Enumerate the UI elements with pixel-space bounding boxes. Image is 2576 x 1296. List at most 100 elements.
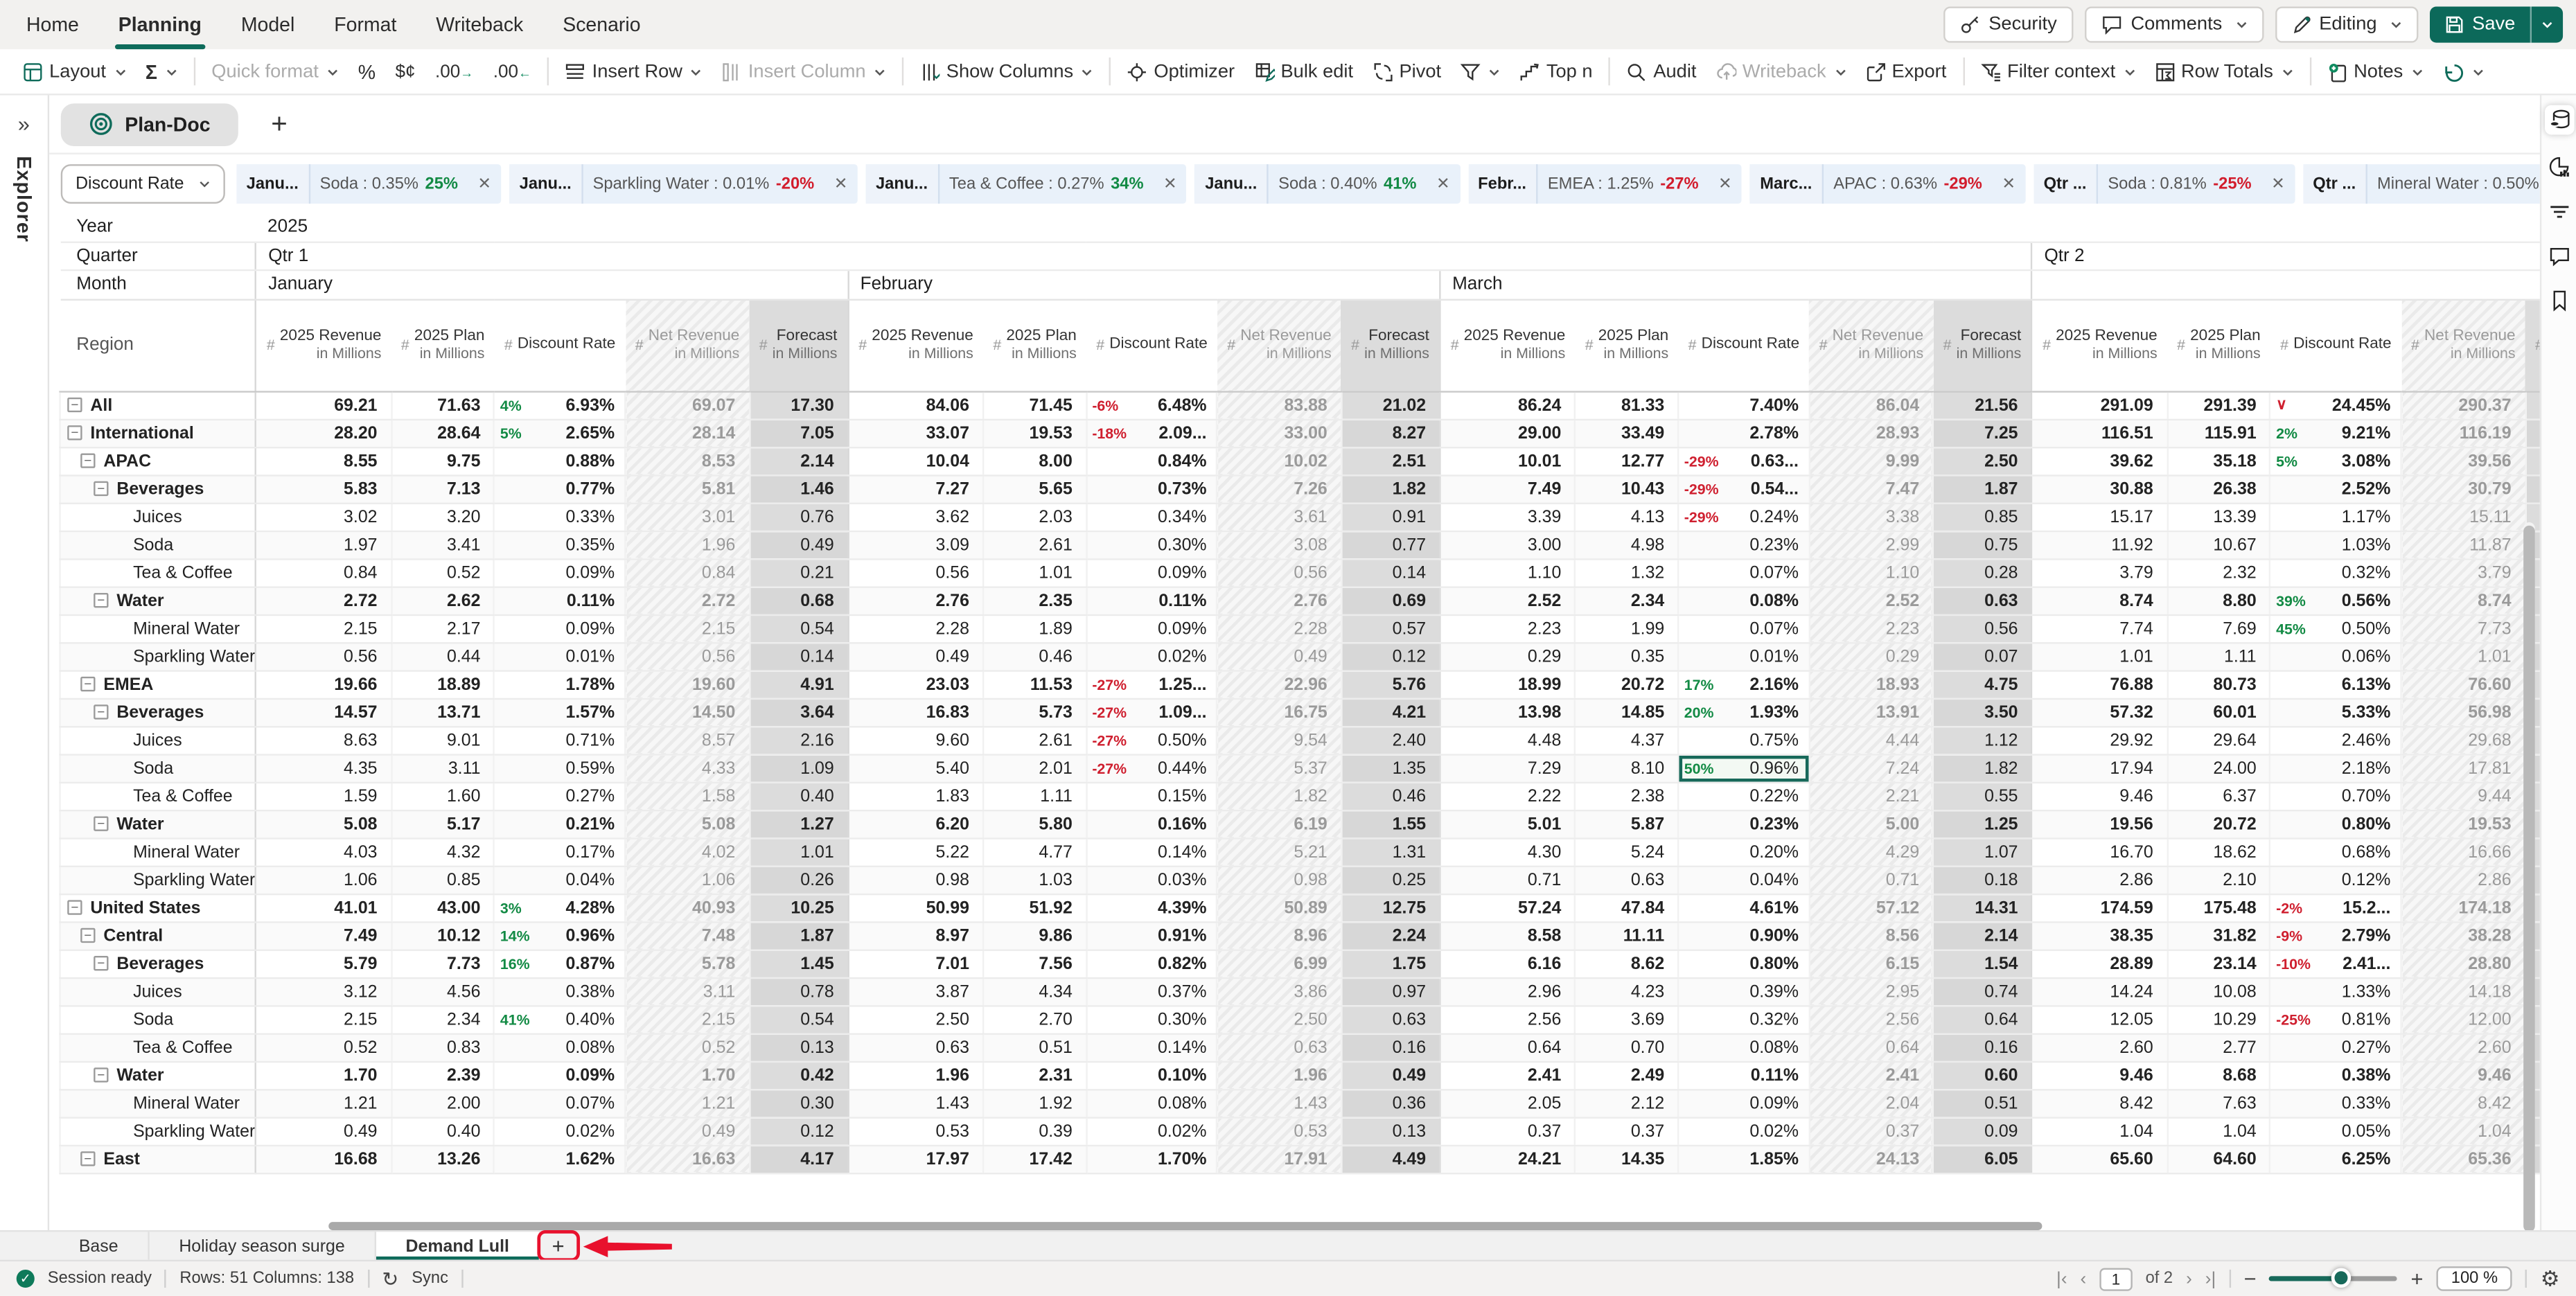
grid-cell[interactable]: 2.70 — [982, 1005, 1087, 1034]
comments-icon[interactable] — [2548, 245, 2570, 267]
grid-cell-discount[interactable]: 0.07% — [1677, 614, 1810, 643]
grid-cell[interactable]: 4.03 — [255, 837, 391, 867]
horizontal-scrollbar-thumb[interactable] — [328, 1222, 2043, 1231]
grid-cell-discount[interactable]: -27% 1.09... — [1085, 697, 1217, 727]
grid-cell[interactable]: 2.72 — [624, 585, 750, 616]
grid-cell[interactable]: 18.89 — [390, 669, 495, 699]
grid-cell-discount[interactable]: 0.03% — [1085, 865, 1217, 895]
grid-cell[interactable]: 7.29 — [1439, 754, 1576, 783]
grid-cell[interactable]: 0.68 — [748, 585, 848, 616]
grid-cell[interactable]: 1.97 — [255, 530, 391, 560]
grid-cell-discount[interactable]: 0.75% — [1677, 726, 1810, 755]
grid-cell[interactable]: 9.44 — [2400, 781, 2525, 811]
grid-cell[interactable]: 2.77 — [2166, 1033, 2270, 1062]
grid-cell[interactable]: 5.08 — [624, 808, 750, 839]
grid-cell[interactable]: 14.57 — [255, 697, 391, 727]
grid-cell-discount[interactable]: 0.08% — [493, 1033, 626, 1062]
grid-cell-discount[interactable]: 0.09% — [493, 1060, 626, 1090]
grid-cell[interactable]: 4.29 — [1808, 837, 1934, 867]
scenario-tab-demand-lull[interactable]: Demand Lull — [376, 1232, 540, 1260]
scenario-tab-base[interactable]: Base — [49, 1232, 150, 1260]
grid-cell[interactable]: 50.89 — [1216, 892, 1341, 923]
row-label-water[interactable]: − Water — [59, 808, 257, 839]
grid-cell-discount[interactable]: 0.90% — [1677, 921, 1810, 950]
grid-cell[interactable]: 29.13 — [2524, 418, 2540, 448]
chip-close-icon[interactable]: ✕ — [477, 175, 492, 193]
grid-cell[interactable]: 0.40 — [390, 1117, 495, 1146]
grid-cell[interactable]: 0.52 — [624, 1033, 750, 1062]
grid-cell[interactable]: 1.54 — [1932, 948, 2032, 979]
grid-cell[interactable]: 2.05 — [1439, 1089, 1576, 1118]
grid-cell[interactable]: 0.56 — [624, 642, 750, 671]
grid-cell[interactable]: 1.58 — [624, 781, 750, 811]
grid-cell[interactable]: 1.10 — [1808, 558, 1934, 587]
grid-cell-discount[interactable]: 41% 0.40% — [493, 1005, 626, 1034]
grid-cell-discount[interactable]: 0.05% — [2269, 1117, 2401, 1146]
grid-cell-discount[interactable]: -27% 1.25... — [1085, 669, 1217, 699]
insert-row-button[interactable]: Insert Row — [556, 57, 712, 87]
grid-cell[interactable]: 1.43 — [847, 1089, 984, 1118]
grid-cell[interactable]: 9.75 — [390, 445, 495, 476]
grid-cell[interactable]: 0.63 — [847, 1033, 984, 1062]
grid-cell[interactable]: 2.41 — [1808, 1060, 1934, 1090]
menu-item-format[interactable]: Format — [334, 12, 397, 37]
currency-button[interactable]: $¢ — [385, 57, 425, 87]
grid-cell[interactable]: 5.76 — [1340, 669, 1440, 699]
grid-cell[interactable]: 8.53 — [624, 445, 750, 476]
row-label-water[interactable]: − Water — [59, 585, 257, 616]
grid-cell[interactable]: 1.70 — [255, 1060, 391, 1090]
grid-cell[interactable]: 0.39 — [982, 1117, 1087, 1146]
grid-cell-discount[interactable]: 1.85% — [1677, 1144, 1810, 1174]
grid-cell[interactable]: 0.26 — [748, 865, 848, 895]
grid-cell[interactable]: 2.40 — [1340, 726, 1440, 755]
grid-cell[interactable]: 10.25 — [748, 892, 848, 923]
grid-cell[interactable]: 8.42 — [2031, 1089, 2167, 1118]
grid-cell[interactable]: 0.57 — [1340, 614, 1440, 643]
tab-plan-doc[interactable]: Plan-Doc — [60, 103, 238, 145]
collapse-icon[interactable]: − — [80, 1151, 96, 1166]
collapse-icon[interactable]: − — [67, 900, 82, 915]
grid-cell[interactable]: 30.88 — [2031, 474, 2167, 504]
grid-cell-discount[interactable]: -10% 2.41... — [2269, 948, 2401, 979]
optimizer-button[interactable]: Optimizer — [1118, 57, 1244, 87]
grid-cell-discount[interactable]: 1.33% — [2269, 977, 2401, 1006]
grid-cell[interactable]: 86.04 — [1808, 390, 1934, 420]
grid-cell[interactable]: 2.86 — [2031, 865, 2167, 895]
grid-cell[interactable]: 0.49 — [847, 642, 984, 671]
grid-cell[interactable]: 0.91 — [1340, 502, 1440, 532]
grid-cell[interactable]: 9.99 — [1808, 445, 1934, 476]
grid-cell-discount[interactable]: 7.40% — [1677, 390, 1810, 420]
grid-cell[interactable]: 11.53 — [982, 669, 1087, 699]
grid-cell[interactable]: 7.24 — [1808, 754, 1934, 783]
grid-cell[interactable]: 71.45 — [982, 390, 1087, 420]
row-label-mineral-water[interactable]: Mineral Water — [59, 1089, 257, 1118]
chip-close-icon[interactable]: ✕ — [833, 175, 848, 193]
filter-button[interactable] — [1451, 57, 1510, 87]
grid-cell[interactable]: 7.74 — [2031, 614, 2167, 643]
grid-cell[interactable]: 60.01 — [2166, 697, 2270, 727]
grid-cell[interactable]: 5.87 — [1574, 808, 1679, 839]
grid-cell[interactable]: 1.59 — [255, 781, 391, 811]
column-header-2025-revenue[interactable]: #2025 Revenue in Millions — [1439, 299, 1576, 392]
top-n-button[interactable]: Top n — [1510, 57, 1603, 87]
grid-cell[interactable]: 5.24 — [1574, 837, 1679, 867]
grid-cell-discount[interactable]: -25% 0.81% — [2269, 1005, 2401, 1034]
grid-cell[interactable]: 0.37 — [1574, 1117, 1679, 1146]
grid-cell[interactable]: 65.60 — [2031, 1144, 2167, 1174]
grid-cell[interactable]: 14.24 — [2031, 977, 2167, 1006]
vertical-scrollbar-thumb[interactable] — [2523, 525, 2535, 1231]
collapse-icon[interactable]: − — [67, 425, 82, 441]
row-label-emea[interactable]: − EMEA — [59, 669, 257, 699]
grid-cell[interactable]: 30.79 — [2400, 474, 2525, 504]
grid-cell[interactable]: 0.49 — [748, 530, 848, 560]
grid-cell-discount[interactable]: 0.21% — [493, 808, 626, 839]
zoom-level[interactable]: 100 % — [2436, 1266, 2513, 1291]
column-header-2025-revenue[interactable]: #2025 Revenue in Millions — [2031, 299, 2167, 392]
grid-cell-discount[interactable]: 0.09% — [493, 558, 626, 587]
grid-cell[interactable]: 3.79 — [2400, 558, 2525, 587]
grid-cell-discount[interactable]: 0.91% — [1085, 921, 1217, 950]
grid-cell[interactable]: 4.98 — [1574, 530, 1679, 560]
collapse-icon[interactable]: − — [80, 453, 96, 468]
grid-cell[interactable]: 8.80 — [2166, 585, 2270, 616]
grid-cell-discount[interactable]: ∨ 24.45% — [2269, 390, 2401, 420]
